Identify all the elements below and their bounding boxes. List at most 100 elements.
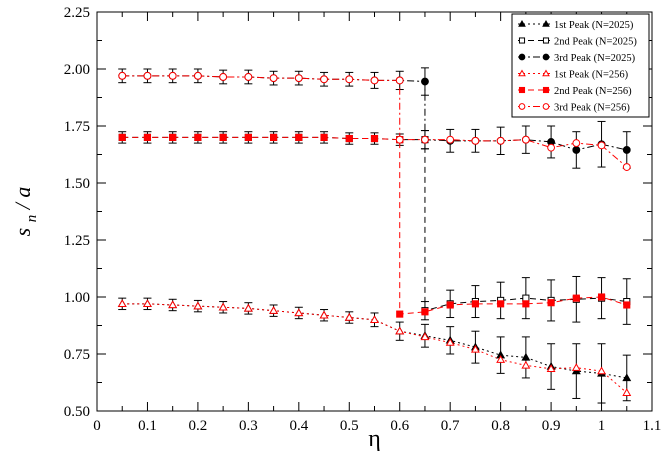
x-tick-label: 0.5 xyxy=(340,418,359,434)
data-point xyxy=(421,308,429,316)
x-tick-label: 0 xyxy=(93,418,101,434)
y-tick-label: 0.75 xyxy=(64,347,90,363)
data-point xyxy=(243,303,253,312)
data-point xyxy=(345,134,353,143)
legend-marker xyxy=(542,69,550,77)
data-point xyxy=(219,133,227,141)
data-point xyxy=(370,76,379,85)
legend-marker xyxy=(518,53,526,61)
data-point xyxy=(320,75,328,84)
data-point xyxy=(597,293,606,301)
data-point xyxy=(269,306,279,314)
x-tick-label: 1 xyxy=(598,418,606,434)
data-point xyxy=(522,300,530,308)
data-point xyxy=(597,366,607,375)
x-tick-label: 0.9 xyxy=(542,418,561,434)
data-point xyxy=(396,310,404,318)
data-point xyxy=(117,299,127,308)
data-point xyxy=(623,301,631,309)
data-point xyxy=(470,344,480,353)
data-point xyxy=(572,146,581,154)
y-tick-label: 0.50 xyxy=(64,404,90,420)
data-point xyxy=(497,300,505,308)
data-point xyxy=(270,133,278,141)
data-point xyxy=(546,364,556,373)
legend-label: 2nd Peak (N=2025) xyxy=(554,36,637,47)
data-point xyxy=(118,71,127,80)
data-point xyxy=(597,141,606,150)
legend: 1st Peak (N=2025) 2nd Peak (N=2025) 3rd Pe… xyxy=(511,13,650,118)
y-tick-label: 1.50 xyxy=(64,176,90,192)
series-line-6 xyxy=(122,75,628,168)
legend-marker xyxy=(542,37,550,44)
legend-marker xyxy=(542,86,550,94)
data-point xyxy=(471,300,479,308)
legend-box xyxy=(511,13,650,118)
data-point xyxy=(319,310,329,319)
x-axis-ticks: 0 0.1 0.2 0.3 0.4 0.5 0.6 0.7 0.8 0.9 1 1.1 xyxy=(93,12,661,434)
x-tick-label: 0.7 xyxy=(441,418,460,434)
data-point xyxy=(547,299,555,307)
y-axis-label-tail: / a xyxy=(10,187,35,212)
data-point xyxy=(244,133,252,141)
data-point xyxy=(244,73,253,81)
data-point xyxy=(421,77,429,86)
data-point xyxy=(395,326,405,335)
legend-marker xyxy=(518,103,526,110)
data-point xyxy=(169,133,177,141)
data-point xyxy=(142,299,152,308)
y-axis-label: s n / a xyxy=(10,187,41,237)
legend-marker xyxy=(542,53,550,61)
y-tick-label: 2.00 xyxy=(64,62,90,78)
data-point xyxy=(622,163,631,171)
legend-marker xyxy=(518,37,526,44)
legend-marker xyxy=(542,103,550,110)
data-point xyxy=(471,136,480,145)
data-point xyxy=(446,135,455,144)
data-point xyxy=(294,308,304,317)
data-point xyxy=(421,135,429,144)
data-point xyxy=(193,71,202,80)
data-point xyxy=(445,337,455,346)
legend-label: 2nd Peak (N=256) xyxy=(554,86,632,97)
data-point xyxy=(521,135,530,144)
x-tick-label: 0.1 xyxy=(138,418,157,434)
data-point xyxy=(547,143,556,152)
data-point xyxy=(622,388,632,396)
y-axis-label-main: s xyxy=(10,228,35,237)
data-point xyxy=(194,133,202,141)
x-axis-label: η xyxy=(368,426,381,452)
legend-label: 3rd Peak (N=2025) xyxy=(554,53,636,64)
y-tick-label: 2.25 xyxy=(64,5,90,21)
data-point xyxy=(295,133,303,141)
data-point xyxy=(370,315,379,323)
data-point xyxy=(420,332,430,341)
data-point xyxy=(496,136,505,145)
data-point xyxy=(622,146,631,154)
data-point xyxy=(320,133,328,141)
legend-marker xyxy=(518,86,526,94)
data-point xyxy=(269,74,278,83)
x-tick-label: 0.6 xyxy=(390,418,409,434)
data-point xyxy=(193,301,203,310)
data-point xyxy=(345,75,354,84)
data-point xyxy=(521,360,531,369)
legend-label: 1st Peak (N=2025) xyxy=(554,20,634,31)
legend-marker xyxy=(542,19,550,27)
data-point xyxy=(294,74,303,83)
error-bars xyxy=(118,67,631,404)
series-line-5 xyxy=(122,136,627,315)
legend-marker xyxy=(518,19,526,27)
data-point xyxy=(446,301,454,309)
legend-label: 3rd Peak (N=256) xyxy=(554,102,630,113)
y-tick-label: 1.75 xyxy=(64,119,90,135)
x-tick-label: 1.1 xyxy=(643,418,662,434)
data-point xyxy=(572,294,580,302)
data-point xyxy=(168,71,177,80)
data-point xyxy=(521,352,531,361)
data-point xyxy=(168,300,178,309)
data-point xyxy=(622,373,632,382)
legend-marker xyxy=(518,69,526,77)
data-point xyxy=(118,133,126,141)
